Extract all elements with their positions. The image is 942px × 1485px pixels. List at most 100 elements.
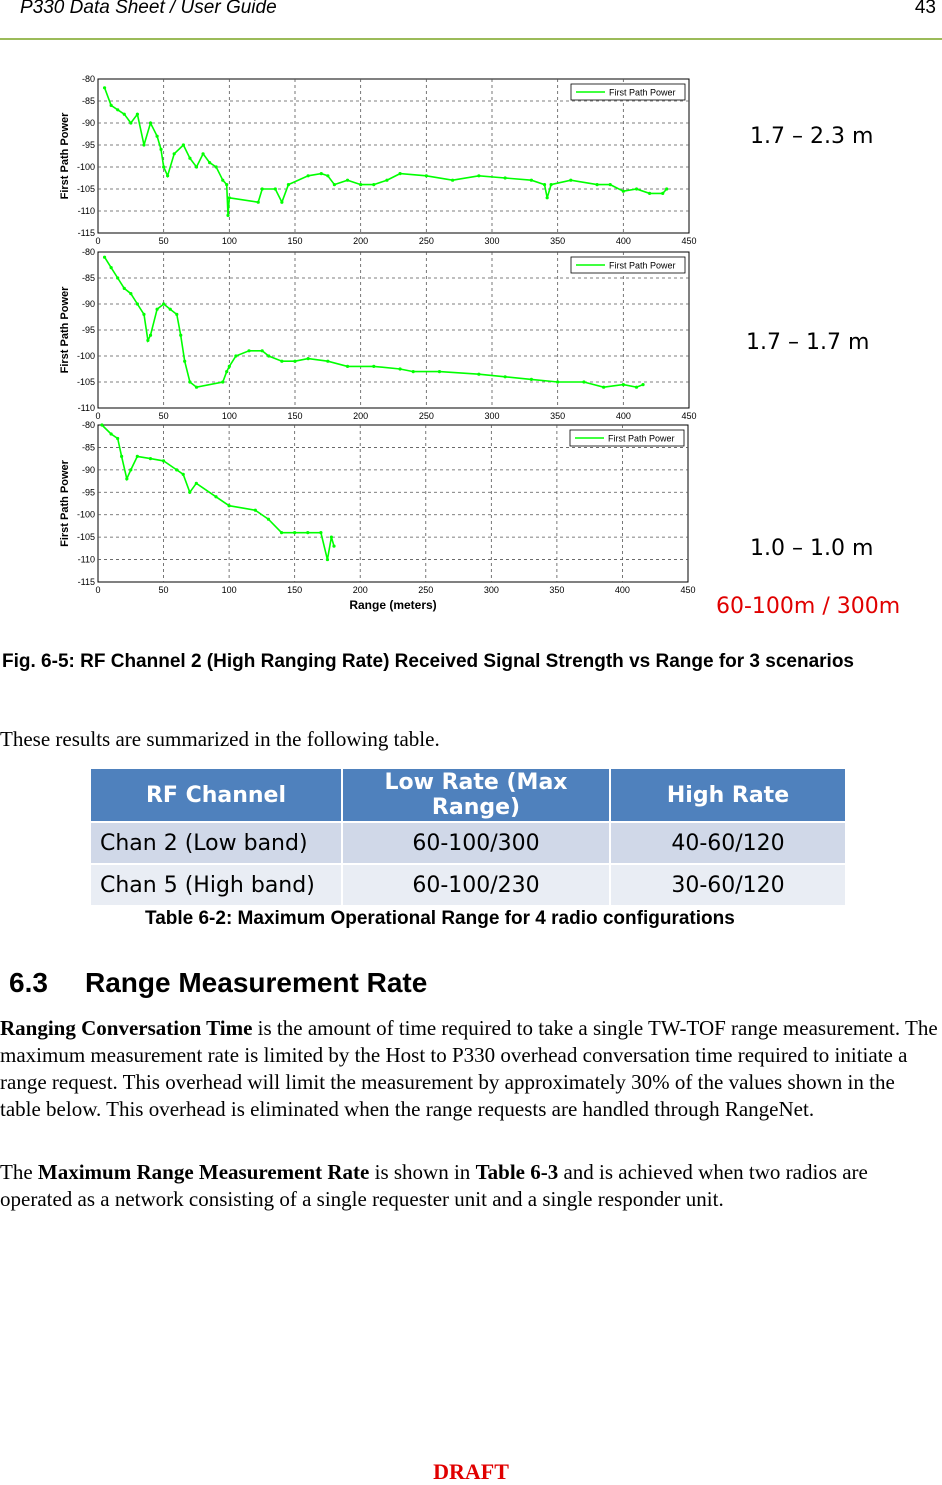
legend-label: First Path Power [608,434,675,444]
data-point [385,178,389,182]
data-point [122,112,126,116]
legend-label: First Path Power [609,261,676,271]
paragraph-text: is shown in [369,1160,476,1184]
x-tick-label: 50 [159,411,169,421]
table-cell: 30-60/120 [609,863,847,907]
table-reference: Table 6-3 [475,1160,559,1184]
x-tick-label: 400 [615,585,630,595]
table-cell: 60-100/230 [341,863,611,907]
data-point [148,457,153,461]
data-point [102,86,107,90]
intro-text: These results are summarized in the foll… [0,727,440,751]
data-point [306,174,310,178]
data-point [247,349,251,353]
annotation-3: 1.0 – 1.0 m [750,536,874,561]
x-tick-label: 350 [550,411,565,421]
data-point [253,508,257,512]
data-point [109,103,113,107]
data-point [326,174,330,178]
data-point [194,385,199,389]
data-point [135,302,139,306]
table-cell: Chan 2 (Low band) [89,821,343,865]
legend: First Path Power [570,83,686,101]
table-row: Chan 2 (Low band) 60-100/300 40-60/120 [89,821,847,865]
annotation-2: 1.7 – 1.7 m [746,330,870,355]
data-point [162,165,166,169]
data-point [648,191,652,195]
x-tick-label: 200 [353,411,368,421]
y-tick-label: -110 [78,555,95,565]
annotation-1: 1.7 – 2.3 m [750,124,874,149]
data-point [155,134,159,138]
x-tick-label: 300 [484,585,499,595]
chart-1: 0 50 100 150 200 250 300 350 400 450 -80 -85 -90 -95 -… [59,74,697,246]
y-tick-label: -105 [77,184,95,194]
header-divider [0,38,942,40]
data-point [503,176,507,180]
legend-label: First Path Power [609,88,676,98]
data-point [325,557,330,562]
range-table: RF Channel Low Rate (Max Range) High Rat… [89,767,847,907]
data-point [168,307,172,311]
data-point [319,172,323,176]
data-point [166,174,170,178]
x-tick-label: 400 [616,411,631,421]
y-tick-label: -110 [78,403,95,413]
y-tick-label: -80 [82,420,95,430]
data-point [451,178,455,182]
data-point [293,531,297,535]
data-point [227,364,231,368]
x-tick-label: 150 [287,585,302,595]
data-point [221,380,225,384]
data-point [116,108,120,112]
table-row: Chan 5 (High band) 60-100/230 30-60/120 [89,863,847,907]
data-point [602,385,606,389]
paragraph-max-rate: The Maximum Range Measurement Rate is sh… [0,1159,940,1213]
figure-charts: 0 50 100 150 200 250 300 350 400 450 -80 -85 -90 -95 -… [59,74,697,612]
data-point [120,454,124,458]
y-tick-label: -85 [82,442,95,452]
data-point [372,364,376,368]
data-point [102,255,107,259]
y-tick-label: -90 [82,118,95,128]
x-tick-label: 250 [419,411,434,421]
data-point [135,454,139,458]
y-axis-label: First Path Power [59,286,71,374]
series-line [103,256,644,389]
data-point [477,372,481,376]
x-tick-label: 100 [222,236,237,246]
data-point [293,359,297,363]
data-point [181,472,185,476]
data-point [116,436,120,441]
data-point [398,367,402,371]
data-point [569,178,573,182]
legend: First Path Power [570,256,686,274]
data-point [437,370,442,374]
x-tick-label: 100 [222,411,237,421]
data-point [175,468,179,472]
x-tick-label: 350 [549,585,564,595]
data-point [411,370,415,374]
y-axis-label: First Path Power [59,112,71,200]
y-tick-label: -90 [82,299,95,309]
data-point [424,174,428,178]
data-point [201,152,205,156]
x-tick-label: 100 [222,585,237,595]
data-point [227,504,231,508]
x-tick-label: 450 [681,236,696,246]
data-point [256,200,260,204]
data-point [148,121,153,125]
x-tick-label: 0 [95,236,100,246]
section-number: 6.3 [9,967,48,998]
figure-caption: Fig. 6-5: RF Channel 2 (High Ranging Rat… [2,651,854,672]
data-point [188,490,192,494]
data-point [267,354,271,358]
data-point [175,312,179,316]
data-point [542,183,547,187]
data-point [194,481,198,485]
y-tick-label: -90 [82,465,95,475]
table-cell: Chan 5 (High band) [89,863,343,907]
x-tick-label: 200 [353,585,368,595]
y-tick-label: -80 [82,74,95,84]
x-tick-label: 50 [159,236,169,246]
